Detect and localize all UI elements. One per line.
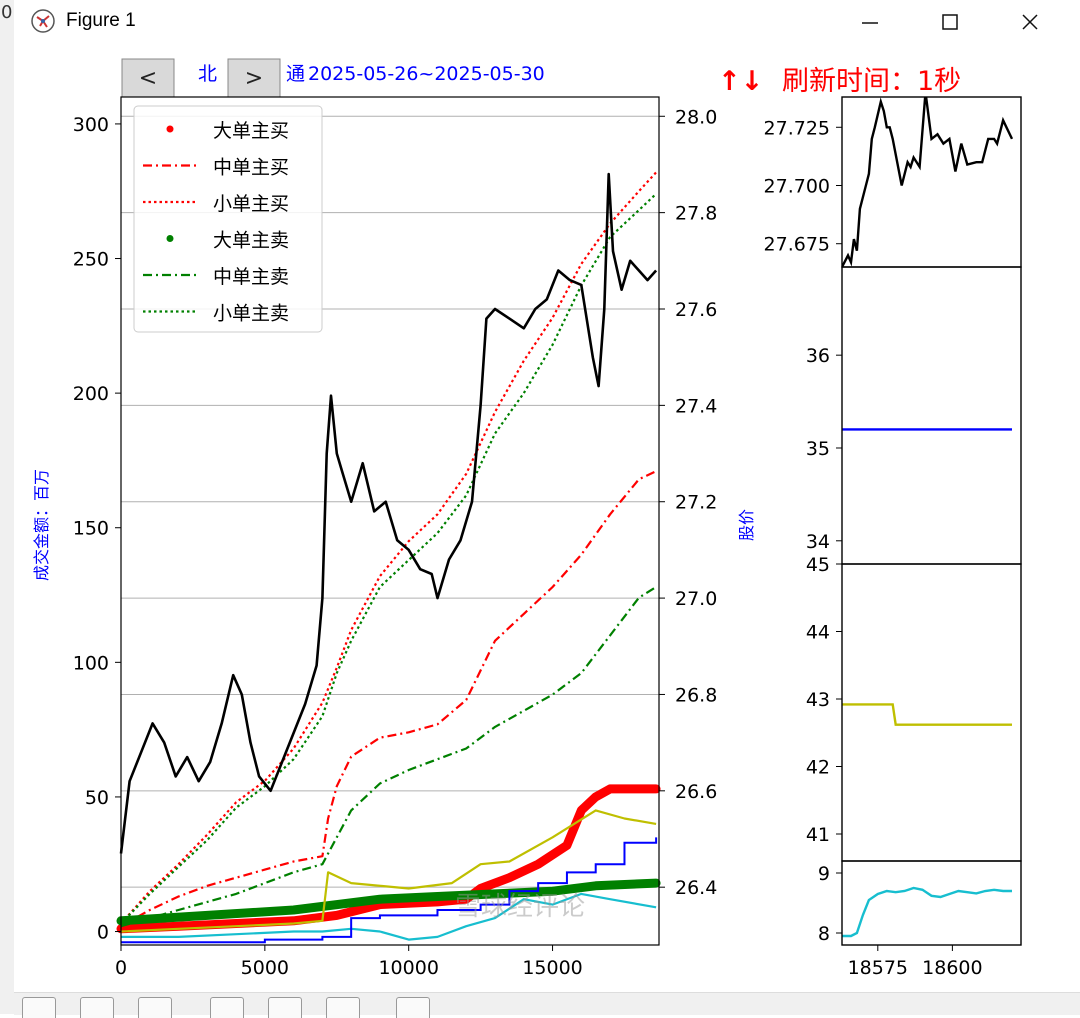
small-chart-3: 41 42 43 44 45 [806, 554, 1022, 862]
x-tick-label-3: 15000 [522, 957, 582, 979]
zoom-button[interactable] [268, 997, 302, 1018]
y-right-tick-label-5: 27.4 [675, 395, 717, 417]
series-6 [120, 809, 657, 933]
y-tick-label-5: 250 [73, 249, 109, 271]
legend-label-3: 大单主卖 [213, 230, 289, 252]
legend-label-5: 小单主卖 [213, 303, 289, 325]
legend-marker-3 [166, 235, 174, 242]
small-y-tick-label-2-1: 35 [806, 438, 830, 460]
configure-button[interactable] [326, 997, 360, 1018]
close-icon [1022, 14, 1038, 30]
y-right-tick-label-7: 27.8 [675, 203, 717, 225]
small-x-tick-label-1: 18600 [922, 957, 982, 979]
y-right-tick-label-8: 28.0 [675, 106, 717, 128]
small-y-tick-label-3-1: 42 [806, 757, 830, 779]
prev-button[interactable]: < [121, 58, 175, 98]
small-charts: 27.675 27.700 27.725 34 35 36 41 42 43 44 45 8 9 1857… [764, 96, 1022, 979]
y-right-axis-label: 股价 [737, 509, 756, 541]
minimize-button[interactable] [840, 0, 900, 44]
small-chart-frame-1 [841, 96, 1022, 268]
refresh-label: 刷新时间：1秒 [782, 66, 961, 97]
x-tick-label-1: 5000 [241, 957, 289, 979]
small-y-tick-label-3-4: 45 [806, 554, 830, 576]
forward-button[interactable] [138, 997, 172, 1018]
legend-label-1: 中单主买 [213, 157, 289, 179]
prev-button-label: < [139, 66, 157, 91]
save-button[interactable] [396, 997, 430, 1018]
small-y-tick-label-1-1: 27.700 [764, 175, 830, 197]
back-button[interactable] [80, 997, 114, 1018]
series-8 [121, 837, 658, 944]
small-chart-2: 34 35 36 [806, 266, 1022, 565]
series-3-大单主卖 [116, 878, 661, 926]
home-button[interactable] [22, 997, 56, 1018]
main-chart: 0 50 100 150 200 250 300 26.4 26.6 26.8 27.0 27.2 27… [32, 96, 756, 979]
small-y-tick-label-3-2: 43 [806, 689, 830, 711]
y-tick-label-0: 0 [97, 922, 109, 944]
legend-marker-0 [166, 125, 174, 133]
x-tick-label-0: 0 [115, 957, 127, 979]
small-y-tick-label-3-0: 41 [806, 824, 830, 846]
small-chart-1-line [842, 97, 1014, 267]
y-tick-label-3: 150 [73, 518, 109, 540]
maximize-icon [942, 14, 958, 30]
small-y-tick-label-1-2: 27.725 [764, 117, 830, 139]
left-edge-text: 0 [1, 2, 13, 23]
small-y-tick-label-3-3: 44 [806, 622, 830, 644]
small-chart-frame-2 [841, 266, 1022, 565]
small-chart-4-line [842, 886, 1012, 938]
header-title-left: 北 [198, 63, 217, 85]
watermark: 雪球经评论 [455, 892, 585, 922]
legend-label-0: 大单主买 [213, 120, 289, 142]
figure-canvas: 北 通 2025-05-26~2025-05-30 ↑↓ 刷新时间：1秒 < >… [32, 58, 1022, 979]
y-right-tick-label-6: 27.6 [675, 299, 717, 321]
legend-label-4: 中单主卖 [213, 266, 289, 288]
series-9-股价 [119, 172, 658, 854]
y-axis-label: 成交金额：百万 [32, 469, 51, 581]
small-chart-3-line [842, 703, 1012, 726]
x-tick-label-2: 10000 [378, 957, 438, 979]
minimize-icon [862, 22, 878, 24]
next-button[interactable]: > [227, 58, 281, 98]
y-right-tick-label-1: 26.6 [675, 781, 717, 803]
window-left-edge: 0 [0, 0, 14, 1014]
small-chart-frame-3 [841, 563, 1022, 862]
close-button[interactable] [1000, 0, 1060, 44]
y-tick-label-6: 300 [73, 114, 109, 136]
app-icon [31, 9, 55, 33]
y-right-tick-label-2: 26.8 [675, 684, 717, 706]
header-date-range: 2025-05-26~2025-05-30 [308, 63, 545, 85]
small-y-tick-label-2-0: 34 [806, 531, 830, 553]
y-tick-label-4: 200 [73, 383, 109, 405]
small-y-tick-label-1-0: 27.675 [764, 234, 830, 256]
maximize-button[interactable] [920, 0, 980, 44]
title-bar: Figure 1 [14, 0, 1080, 44]
small-chart-1: 27.675 27.700 27.725 [764, 96, 1022, 268]
small-chart-frame-4 [841, 860, 1022, 946]
legend-label-2: 小单主买 [213, 193, 289, 215]
header-title-mid: 通 [286, 63, 305, 85]
refresh-arrows: ↑↓ [718, 66, 763, 97]
pan-button[interactable] [210, 997, 244, 1018]
small-chart-4: 8 9 18575 18600 [818, 860, 1022, 979]
window-title: Figure 1 [66, 10, 136, 31]
series-4-中单主卖 [120, 586, 657, 928]
series-5-小单主卖 [120, 193, 657, 925]
toolbar [14, 992, 1080, 1018]
small-y-tick-label-4-1: 9 [818, 863, 830, 885]
y-tick-label-1: 50 [85, 787, 109, 809]
y-tick-label-2: 100 [73, 652, 109, 674]
next-button-label: > [245, 66, 263, 91]
small-y-tick-label-2-2: 36 [806, 345, 830, 367]
y-right-tick-label-0: 26.4 [675, 877, 717, 899]
y-right-tick-label-4: 27.2 [675, 492, 717, 514]
small-x-tick-label-0: 18575 [848, 957, 908, 979]
y-right-tick-label-3: 27.0 [675, 588, 717, 610]
series-7 [121, 892, 657, 941]
series-1-中单主买 [120, 470, 657, 928]
small-y-tick-label-4-0: 8 [818, 923, 830, 945]
main-plot-frame [120, 96, 660, 946]
